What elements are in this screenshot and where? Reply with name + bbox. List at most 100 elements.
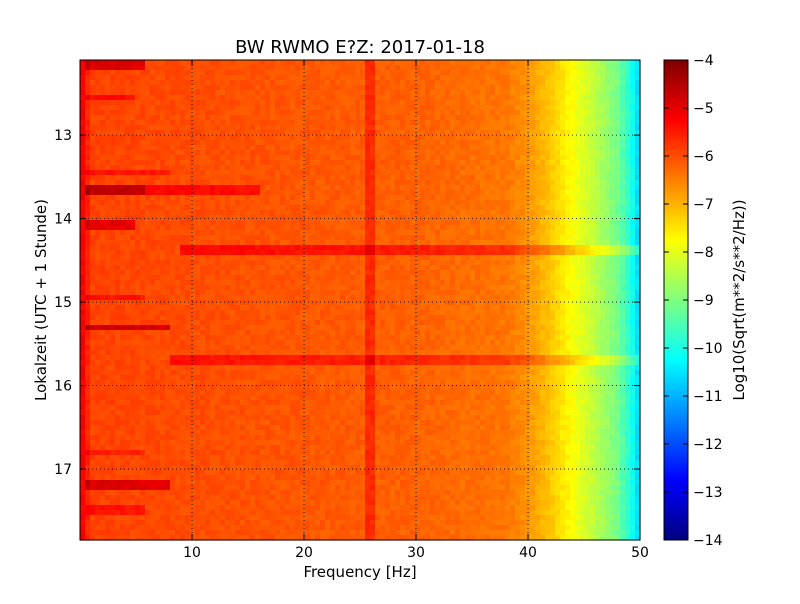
heatmap-cell: [355, 275, 361, 281]
heatmap-cell: [405, 235, 411, 241]
heatmap-cell: [420, 245, 426, 251]
heatmap-cell: [355, 185, 361, 191]
heatmap-cell: [455, 165, 461, 171]
heatmap-cell: [220, 250, 226, 256]
heatmap-cell: [265, 175, 271, 181]
heatmap-cell: [265, 205, 271, 211]
heatmap-cell: [310, 235, 316, 241]
heatmap-cell: [455, 185, 461, 191]
heatmap-cell: [420, 220, 426, 226]
heatmap-cell: [410, 220, 416, 226]
heatmap-cell: [425, 85, 431, 91]
heatmap-cell: [400, 65, 406, 71]
heatmap-cell: [575, 100, 581, 106]
heatmap-cell: [470, 80, 476, 86]
heatmap-cell: [605, 170, 611, 176]
heatmap-cell: [290, 190, 296, 196]
heatmap-cell: [170, 65, 176, 71]
heatmap-cell: [580, 220, 586, 226]
heatmap-cell: [310, 145, 316, 151]
heatmap-cell: [480, 240, 486, 246]
heatmap-cell: [285, 280, 291, 286]
heatmap-cell: [395, 280, 401, 286]
heatmap-cell: [445, 100, 451, 106]
heatmap-cell: [335, 270, 341, 276]
heatmap-cell: [275, 160, 281, 166]
heatmap-cell: [265, 180, 271, 186]
heatmap-cell: [440, 130, 446, 136]
heatmap-cell: [90, 60, 96, 66]
heatmap-cell: [310, 210, 316, 216]
heatmap-cell: [195, 90, 201, 96]
heatmap-cell: [570, 245, 576, 251]
heatmap-cell: [590, 95, 596, 101]
heatmap-cell: [110, 95, 116, 101]
heatmap-cell: [280, 240, 286, 246]
heatmap-cell: [630, 255, 636, 261]
heatmap-cell: [230, 260, 236, 266]
heatmap-cell: [525, 105, 531, 111]
heatmap-cell: [550, 70, 556, 76]
heatmap-cell: [490, 65, 496, 71]
heatmap-cell: [635, 110, 641, 116]
heatmap-cell: [390, 265, 396, 271]
heatmap-cell: [195, 275, 201, 281]
heatmap-cell: [510, 150, 516, 156]
heatmap-cell: [530, 225, 536, 231]
heatmap-cell: [235, 160, 241, 166]
heatmap-cell: [325, 225, 331, 231]
heatmap-cell: [460, 75, 466, 81]
heatmap-cell: [430, 80, 436, 86]
heatmap-cell: [190, 155, 196, 161]
heatmap-cell: [555, 60, 561, 66]
heatmap-cell: [450, 240, 456, 246]
heatmap-cell: [165, 105, 171, 111]
heatmap-cell: [270, 160, 276, 166]
heatmap-cell: [420, 105, 426, 111]
heatmap-cell: [585, 215, 591, 221]
heatmap-cell: [595, 225, 601, 231]
heatmap-cell: [185, 215, 191, 221]
heatmap-cell: [170, 175, 176, 181]
heatmap-cell: [325, 70, 331, 76]
heatmap-cell: [330, 130, 336, 136]
heatmap-cell: [285, 155, 291, 161]
heatmap-cell: [630, 100, 636, 106]
heatmap-cell: [475, 70, 481, 76]
heatmap-cell: [380, 65, 386, 71]
heatmap-cell: [90, 195, 96, 201]
heatmap-cell: [315, 90, 321, 96]
heatmap-cell: [195, 75, 201, 81]
heatmap-cell: [580, 110, 586, 116]
heatmap-cell: [540, 70, 546, 76]
heatmap-cell: [265, 195, 271, 201]
heatmap-cell: [350, 120, 356, 126]
heatmap-cell: [260, 170, 266, 176]
heatmap-cell: [570, 110, 576, 116]
heatmap-cell: [290, 175, 296, 181]
heatmap-cell: [285, 150, 291, 156]
heatmap-cell: [100, 150, 106, 156]
heatmap-cell: [460, 200, 466, 206]
heatmap-cell: [145, 165, 151, 171]
heatmap-cell: [475, 225, 481, 231]
heatmap-cell: [375, 135, 381, 141]
heatmap-cell: [105, 280, 111, 286]
heatmap-cell: [520, 150, 526, 156]
heatmap-cell: [260, 255, 266, 261]
heatmap-cell: [605, 190, 611, 196]
heatmap-cell: [110, 105, 116, 111]
heatmap-cell: [445, 265, 451, 271]
heatmap-cell: [405, 250, 411, 256]
heatmap-cell: [450, 115, 456, 121]
heatmap-cell: [365, 60, 371, 66]
heatmap-cell: [115, 230, 121, 236]
heatmap-cell: [265, 110, 271, 116]
heatmap-cell: [260, 125, 266, 131]
heatmap-cell: [230, 85, 236, 91]
heatmap-cell: [375, 130, 381, 136]
heatmap-cell: [320, 195, 326, 201]
heatmap-cell: [385, 85, 391, 91]
heatmap-cell: [335, 135, 341, 141]
heatmap-cell: [275, 175, 281, 181]
